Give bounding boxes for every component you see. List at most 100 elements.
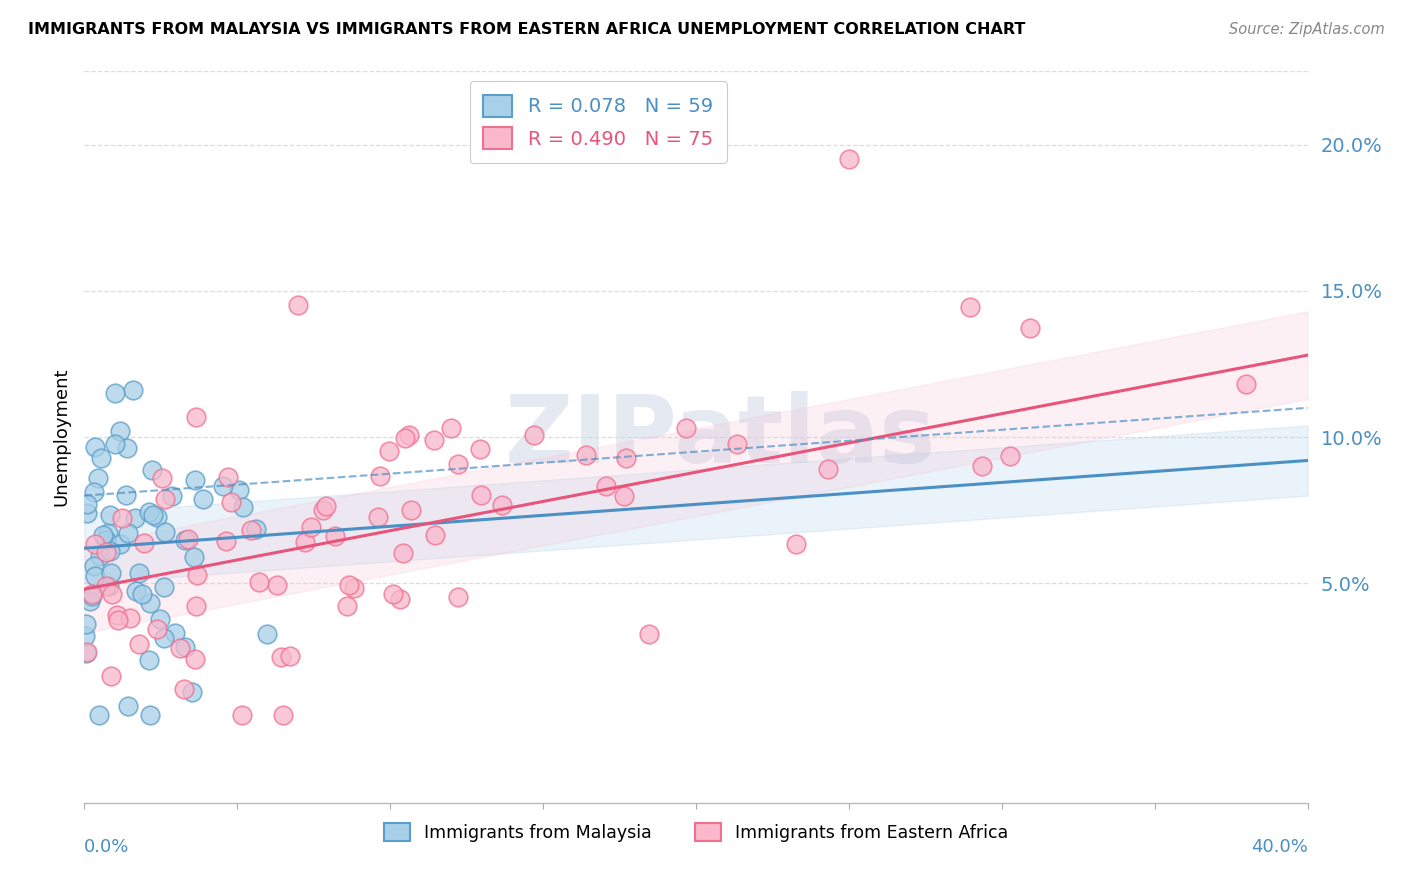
Point xyxy=(117,698,139,713)
Point xyxy=(176,532,198,546)
Point xyxy=(155,524,177,539)
Point xyxy=(785,537,807,551)
Point xyxy=(124,511,146,525)
Point xyxy=(84,569,107,583)
Point xyxy=(287,298,309,312)
Point xyxy=(299,520,322,534)
Point xyxy=(98,508,121,522)
Point xyxy=(122,383,145,397)
Point xyxy=(247,574,270,589)
Point xyxy=(312,503,335,517)
Point xyxy=(153,580,176,594)
Point xyxy=(491,498,513,512)
Point xyxy=(150,471,173,485)
Point xyxy=(638,627,661,641)
Point xyxy=(120,611,142,625)
Point xyxy=(1019,320,1042,334)
Point xyxy=(336,599,359,613)
Point xyxy=(399,503,422,517)
Point xyxy=(998,449,1021,463)
Point xyxy=(368,468,391,483)
Point xyxy=(212,479,235,493)
Point xyxy=(75,616,97,631)
Point xyxy=(142,508,165,522)
Point xyxy=(110,424,132,438)
Point xyxy=(76,645,98,659)
Point xyxy=(91,528,114,542)
Point xyxy=(87,471,110,485)
Point xyxy=(217,470,239,484)
Point xyxy=(522,428,544,442)
Point xyxy=(266,577,288,591)
Point xyxy=(79,594,101,608)
Point xyxy=(398,428,420,442)
Point xyxy=(117,525,139,540)
Point xyxy=(125,584,148,599)
Point xyxy=(337,578,360,592)
Point xyxy=(186,568,208,582)
Point xyxy=(343,581,366,595)
Point xyxy=(75,647,97,661)
Point xyxy=(98,544,121,558)
Point xyxy=(180,685,202,699)
Point xyxy=(107,614,129,628)
Point xyxy=(128,566,150,580)
Point xyxy=(394,431,416,445)
Point xyxy=(447,591,470,605)
Point xyxy=(315,499,337,513)
Point xyxy=(110,537,132,551)
Text: 0.0%: 0.0% xyxy=(84,838,129,856)
Point xyxy=(105,608,128,623)
Point xyxy=(165,625,187,640)
Point xyxy=(149,611,172,625)
Point xyxy=(101,587,124,601)
Point xyxy=(439,421,461,435)
Legend: Immigrants from Malaysia, Immigrants from Eastern Africa: Immigrants from Malaysia, Immigrants fro… xyxy=(377,816,1015,849)
Point xyxy=(273,708,295,723)
Point xyxy=(80,587,103,601)
Point xyxy=(76,506,98,520)
Point xyxy=(367,510,389,524)
Point xyxy=(94,579,117,593)
Point xyxy=(215,533,238,548)
Point xyxy=(80,589,103,603)
Point xyxy=(323,529,346,543)
Point xyxy=(446,457,468,471)
Point xyxy=(191,492,214,507)
Point xyxy=(184,473,207,487)
Point xyxy=(256,626,278,640)
Point xyxy=(278,648,301,663)
Point xyxy=(162,488,184,502)
Point xyxy=(76,497,98,511)
Point xyxy=(174,640,197,654)
Point xyxy=(675,421,697,435)
Point xyxy=(228,483,250,498)
Point xyxy=(83,485,105,500)
Point xyxy=(132,536,155,550)
Point xyxy=(378,443,401,458)
Point xyxy=(146,509,169,524)
Point xyxy=(388,591,411,606)
Point xyxy=(1236,377,1258,392)
Point xyxy=(468,442,491,456)
Point xyxy=(100,669,122,683)
Point xyxy=(817,462,839,476)
Point xyxy=(270,649,292,664)
Point xyxy=(104,386,127,401)
Point xyxy=(169,640,191,655)
Point xyxy=(381,587,404,601)
Point xyxy=(184,409,207,424)
Point xyxy=(173,681,195,696)
Point xyxy=(184,651,207,665)
Y-axis label: Unemployment: Unemployment xyxy=(52,368,70,507)
Point xyxy=(219,495,242,509)
Point xyxy=(138,505,160,519)
Point xyxy=(959,300,981,314)
Point xyxy=(423,433,446,447)
Point xyxy=(139,708,162,723)
Point xyxy=(89,708,111,723)
Point xyxy=(838,152,860,166)
Point xyxy=(423,528,446,542)
Point xyxy=(392,546,415,560)
Point xyxy=(73,629,96,643)
